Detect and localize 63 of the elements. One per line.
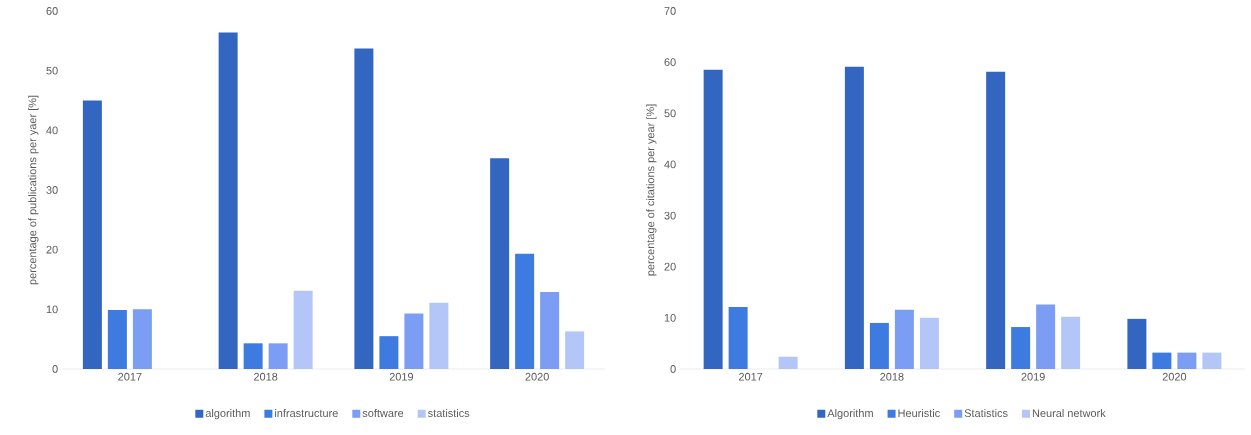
- bar: [1152, 352, 1172, 369]
- y-tick-label: 30: [664, 211, 676, 220]
- x-tick-label: 2020: [525, 372, 549, 381]
- y-axis-title: percentage of publications per yaer [%]: [28, 95, 39, 285]
- bar: [293, 290, 313, 369]
- x-tick-label: 2017: [118, 372, 142, 381]
- y-tick-label: 20: [664, 262, 676, 271]
- y-tick-label: 50: [46, 66, 58, 75]
- bar: [1127, 318, 1147, 369]
- bar: [268, 343, 288, 369]
- bar: [894, 309, 914, 369]
- bar: [379, 336, 399, 369]
- bar: [218, 32, 238, 369]
- bar: [515, 253, 535, 369]
- y-tick-label: 60: [664, 58, 676, 67]
- bar: [490, 158, 510, 369]
- bar: [1036, 304, 1056, 369]
- x-tick-label: 2017: [739, 372, 763, 381]
- y-tick-label: 10: [664, 313, 676, 322]
- bar: [82, 100, 102, 369]
- x-tick-label: 2020: [1162, 372, 1187, 381]
- bar: [728, 307, 748, 369]
- bar: [1177, 352, 1197, 369]
- y-tick-label: 10: [46, 305, 58, 314]
- legend-label: Statistics: [964, 408, 1008, 418]
- bar: [132, 309, 152, 369]
- bar: [986, 71, 1006, 369]
- bar: [107, 309, 127, 369]
- bar: [429, 302, 449, 369]
- bar: [404, 313, 424, 369]
- y-tick-label: 40: [664, 160, 676, 169]
- legend-label: Algorithm: [827, 408, 873, 420]
- bar: [1011, 327, 1031, 369]
- y-tick-label: 40: [46, 126, 58, 135]
- bar: [703, 69, 723, 369]
- legend-label: Heuristic: [898, 408, 940, 418]
- y-tick-label: 0: [52, 365, 58, 373]
- bar: [1061, 316, 1081, 369]
- bar: [869, 322, 889, 369]
- bar: [1202, 352, 1222, 369]
- x-tick-label: 2018: [253, 372, 278, 381]
- y-tick-label: 30: [46, 186, 58, 194]
- bar: [844, 66, 864, 369]
- legend-label: statistics: [428, 408, 470, 418]
- y-tick-label: 60: [46, 7, 58, 15]
- bar: [354, 48, 374, 369]
- legend-label: Neural network: [1032, 408, 1106, 418]
- bar: [565, 331, 585, 369]
- y-tick-label: 70: [664, 7, 676, 15]
- y-axis-title: percentage of citations per year [%]: [646, 104, 657, 276]
- bar: [243, 343, 263, 369]
- legend-label: software: [362, 408, 404, 418]
- bar: [919, 317, 939, 369]
- legend-label: algorithm: [205, 408, 250, 420]
- bar: [540, 292, 560, 369]
- x-tick-label: 2019: [389, 372, 414, 381]
- y-tick-label: 0: [670, 365, 676, 373]
- y-tick-label: 20: [46, 245, 58, 254]
- legend-label: infrastructure: [275, 408, 338, 418]
- x-tick-label: 2018: [880, 372, 904, 381]
- y-tick-label: 50: [664, 109, 676, 118]
- x-tick-label: 2019: [1021, 372, 1045, 381]
- bar: [778, 356, 798, 369]
